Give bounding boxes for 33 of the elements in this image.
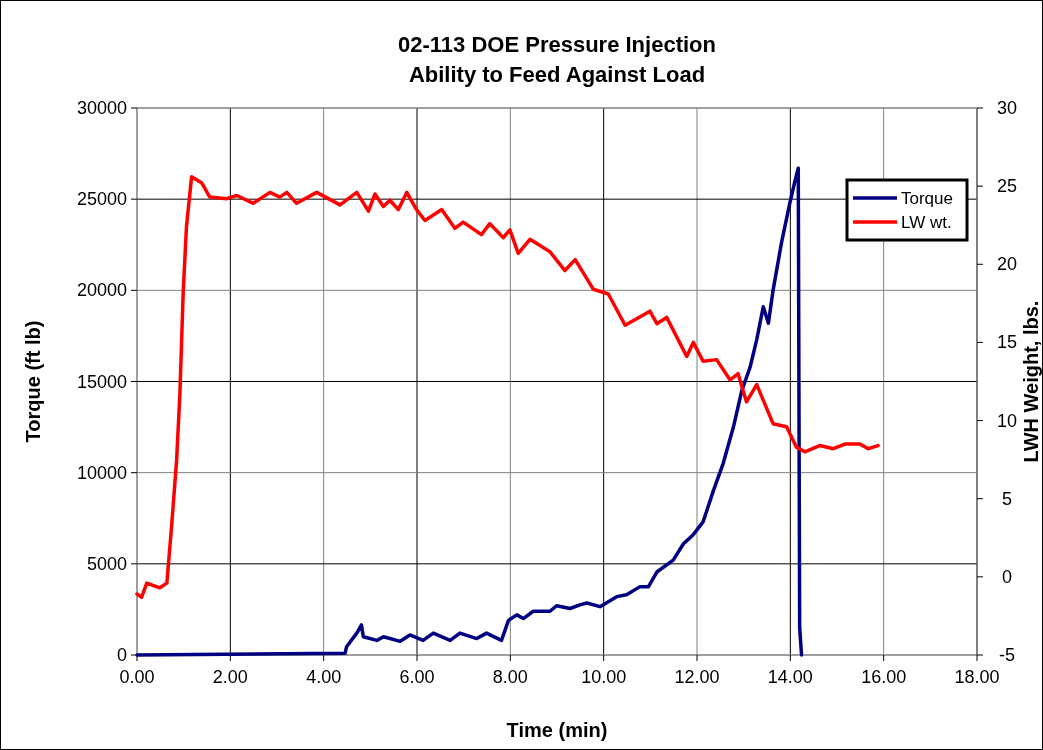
y2-tick-label: 25 bbox=[996, 176, 1018, 197]
y-tick-label: 25000 bbox=[76, 189, 127, 210]
x-axis-title: Time (min) bbox=[506, 719, 608, 741]
y2-tick-label: 15 bbox=[996, 332, 1018, 353]
x-tick-label: 16.00 bbox=[861, 667, 907, 687]
y2-tick-label: 10 bbox=[996, 410, 1018, 431]
x-tick-label: 4.00 bbox=[306, 667, 342, 687]
x-tick-label: 0.00 bbox=[119, 667, 155, 687]
y-tick-label: 10000 bbox=[76, 462, 127, 483]
y2-tick-label: 0 bbox=[1001, 566, 1013, 587]
y-axis-title: Torque (ft lb) bbox=[22, 320, 44, 443]
legend-label: Torque bbox=[901, 189, 953, 208]
y-tick-label: 15000 bbox=[76, 371, 127, 392]
y-tick-label: 20000 bbox=[76, 280, 127, 301]
y2-tick-label: 20 bbox=[996, 254, 1018, 275]
x-tick-label: 12.00 bbox=[674, 667, 720, 687]
legend-label: LW wt. bbox=[901, 213, 952, 232]
y-tick-label: 5000 bbox=[86, 553, 127, 574]
x-tick-label: 6.00 bbox=[399, 667, 435, 687]
line-series bbox=[135, 175, 880, 599]
y2-tick-label: 5 bbox=[1001, 488, 1013, 509]
y2-tick-label: -5 bbox=[998, 645, 1016, 665]
y2-axis-title: LWH Weight, lbs. bbox=[1020, 300, 1042, 463]
y-tick-label: 30000 bbox=[76, 98, 127, 118]
x-tick-label: 14.00 bbox=[767, 667, 813, 687]
line-series bbox=[135, 166, 804, 657]
chart-title: 02-113 DOE Pressure Injection Ability to Feed Against Load bbox=[398, 32, 716, 87]
x-tick-label: 18.00 bbox=[954, 667, 1000, 687]
x-tick-label: 2.00 bbox=[212, 667, 248, 687]
y2-tick-label: 30 bbox=[996, 98, 1018, 118]
x-tick-label: 10.00 bbox=[581, 667, 627, 687]
y-tick-label: 0 bbox=[116, 645, 127, 665]
x-tick-label: 8.00 bbox=[492, 667, 528, 687]
